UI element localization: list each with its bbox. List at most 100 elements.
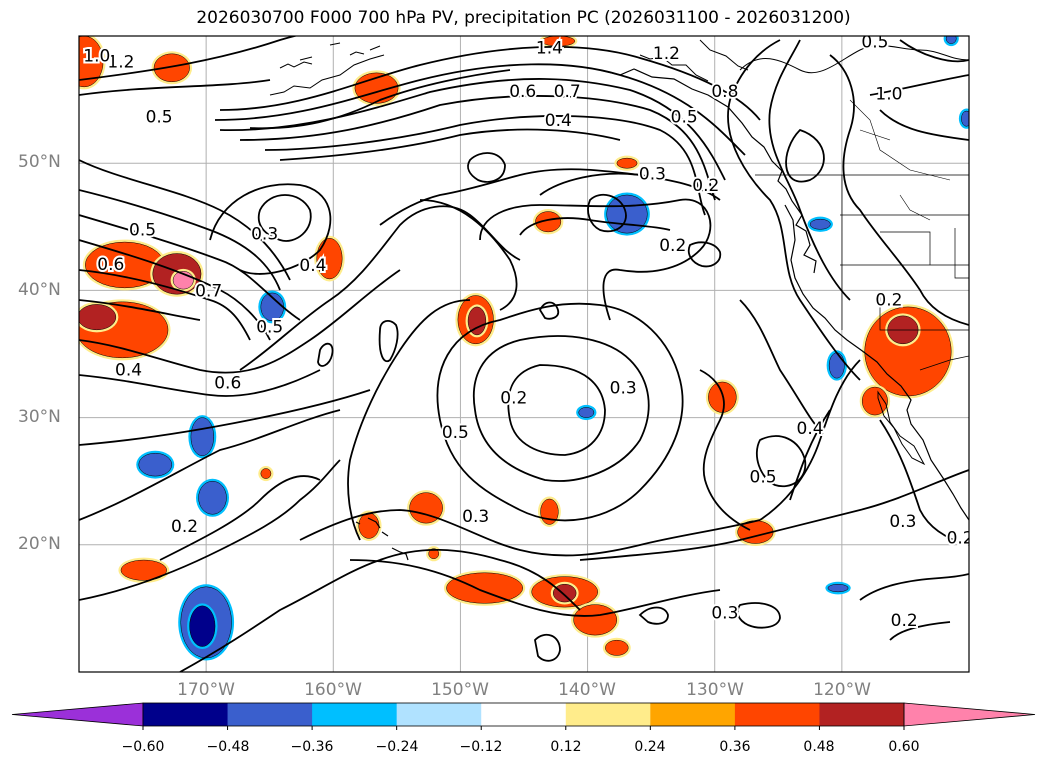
contour-label: 0.5 bbox=[671, 107, 698, 127]
precip-blob bbox=[153, 53, 190, 83]
contour-label: 0.5 bbox=[256, 317, 283, 337]
precip-blob bbox=[945, 36, 957, 44]
contour-label: 0.6 bbox=[214, 373, 241, 393]
lon-label-130w: 130°W bbox=[686, 680, 744, 700]
contour-label: 0.3 bbox=[610, 378, 637, 398]
colorbar-tick: 0.60 bbox=[888, 739, 920, 755]
precip-blob bbox=[198, 480, 227, 515]
contour-label: 0.5 bbox=[146, 107, 173, 127]
precip-blob bbox=[79, 304, 117, 331]
graticule bbox=[79, 36, 969, 672]
colorbar-tick: 0.36 bbox=[719, 739, 751, 755]
contour-label: 1.0 bbox=[875, 85, 902, 105]
contour-label: 0.3 bbox=[639, 165, 666, 185]
lat-label-50n: 50°N bbox=[18, 152, 61, 172]
lon-label-160w: 160°W bbox=[304, 680, 362, 700]
precip-blob bbox=[828, 352, 845, 379]
contour-label: 0.2 bbox=[891, 611, 918, 631]
precip-blob bbox=[189, 605, 216, 647]
precip-blob bbox=[79, 36, 104, 88]
contour-label: 0.4 bbox=[545, 111, 572, 131]
precip-blob bbox=[358, 512, 380, 539]
contour-label: 0.3 bbox=[711, 603, 738, 623]
contour-label: 0.2 bbox=[875, 291, 902, 311]
contour-label: 0.2 bbox=[692, 176, 719, 196]
precip-blob bbox=[260, 468, 272, 479]
contour-label: 0.6 bbox=[97, 255, 124, 275]
lat-label-40n: 40°N bbox=[18, 280, 61, 300]
lat-label-30n: 30°N bbox=[18, 407, 61, 427]
colorbar-segment bbox=[143, 703, 229, 726]
colorbar-tick: −0.12 bbox=[459, 739, 503, 755]
map-title: 2026030700 F000 700 hPa PV, precipitatio… bbox=[196, 8, 851, 28]
precip-blob bbox=[961, 110, 969, 127]
contour-label: 0.7 bbox=[195, 282, 222, 302]
contour-label: 1.4 bbox=[536, 39, 563, 59]
contour-label: 0.5 bbox=[750, 467, 777, 487]
contour-label: 0.7 bbox=[554, 82, 581, 102]
contour-label: 1.0 bbox=[83, 46, 110, 66]
precip-blob bbox=[616, 157, 638, 169]
contour-label: 0.2 bbox=[500, 389, 527, 409]
colorbar-segment bbox=[312, 703, 398, 726]
colorbar-tick: 0.48 bbox=[803, 739, 835, 755]
precip-blob bbox=[573, 604, 618, 636]
lon-label-170w: 170°W bbox=[177, 680, 235, 700]
contour-label: 0.4 bbox=[115, 361, 142, 381]
lon-label-140w: 140°W bbox=[558, 680, 616, 700]
lat-label-20n: 20°N bbox=[18, 534, 61, 554]
contour-label: 0.6 bbox=[509, 82, 536, 102]
colorbar-segment bbox=[396, 703, 482, 726]
contour-label: 0.2 bbox=[659, 236, 686, 256]
colorbar-extend-high bbox=[903, 702, 1036, 727]
colorbar bbox=[11, 702, 1036, 730]
contour-label: 0.2 bbox=[947, 528, 974, 548]
lon-label-150w: 150°W bbox=[431, 680, 489, 700]
precip-blob bbox=[467, 306, 487, 336]
precip-blob bbox=[552, 583, 577, 603]
colorbar-segment bbox=[227, 703, 313, 726]
colorbar-segment bbox=[565, 703, 651, 726]
colorbar-tick: −0.60 bbox=[121, 739, 165, 755]
contour-label: 0.4 bbox=[797, 419, 824, 439]
colorbar-extend-low bbox=[11, 702, 144, 727]
precip-blob bbox=[120, 559, 167, 581]
colorbar-tick: −0.24 bbox=[375, 739, 419, 755]
precip-blob bbox=[316, 237, 343, 280]
contour-label: 0.8 bbox=[711, 82, 738, 102]
colorbar-segment bbox=[819, 703, 905, 726]
colorbar-tick: −0.36 bbox=[290, 739, 334, 755]
precip-blob bbox=[606, 194, 648, 234]
contour-label: 0.5 bbox=[442, 423, 469, 443]
precip-blob bbox=[578, 407, 595, 418]
colorbar-segment bbox=[650, 703, 736, 726]
contour-label: 0.2 bbox=[171, 517, 198, 537]
precipitation-fill bbox=[79, 36, 969, 661]
contour-label: 1.2 bbox=[107, 53, 134, 73]
precip-blob bbox=[809, 218, 831, 230]
pv-contours bbox=[79, 36, 969, 672]
contour-label: 0.5 bbox=[861, 32, 888, 52]
colorbar-tick: −0.48 bbox=[206, 739, 250, 755]
colorbar-segment bbox=[734, 703, 820, 726]
colorbar-frame bbox=[142, 702, 905, 727]
contour-label: 1.2 bbox=[653, 44, 680, 64]
contour-label: 0.3 bbox=[889, 512, 916, 532]
colorbar-tick: 0.24 bbox=[634, 739, 666, 755]
precip-blob bbox=[535, 211, 562, 233]
contour-label: 0.3 bbox=[462, 507, 489, 527]
colorbar-tick: 0.12 bbox=[550, 739, 582, 755]
precip-blob bbox=[409, 492, 443, 524]
precip-blob bbox=[138, 452, 173, 477]
precip-blob bbox=[190, 417, 215, 457]
lon-label-120w: 120°W bbox=[813, 680, 871, 700]
map-frame bbox=[78, 35, 970, 673]
contour-label: 0.3 bbox=[251, 224, 278, 244]
precip-blob bbox=[428, 548, 440, 560]
precip-blob bbox=[605, 639, 629, 656]
colorbar-segment bbox=[481, 703, 567, 726]
coastlines bbox=[269, 39, 969, 561]
precip-blob bbox=[446, 572, 523, 604]
precip-blob bbox=[827, 583, 849, 593]
